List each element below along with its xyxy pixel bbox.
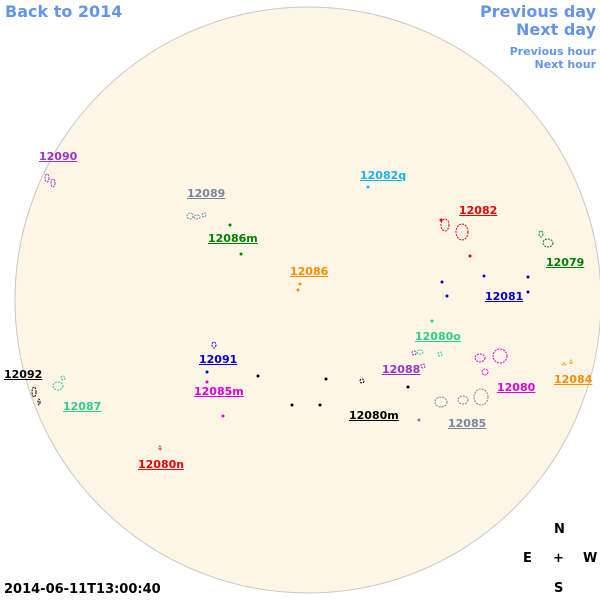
sunspot: [359, 378, 365, 384]
sunspot: [37, 398, 41, 406]
sunspot: [416, 349, 424, 355]
solar-disk: [14, 6, 600, 594]
sunspot: [205, 380, 209, 384]
region-label[interactable]: 12087: [63, 400, 102, 413]
sunspot: [455, 223, 469, 241]
sunspot: [430, 319, 434, 323]
previous-hour-link[interactable]: Previous hour: [509, 45, 596, 58]
sunspot: [569, 359, 573, 365]
sunspot: [221, 414, 225, 418]
region-label[interactable]: 12085: [448, 417, 487, 430]
region-label[interactable]: 12080n: [138, 458, 185, 471]
region-label[interactable]: 12089: [187, 187, 226, 200]
region-label[interactable]: 12080o: [415, 330, 461, 343]
sunspot: [492, 348, 508, 364]
sunspot: [31, 386, 37, 398]
sunspot: [211, 341, 217, 349]
sunspot: [158, 445, 162, 451]
region-label[interactable]: 12082q: [360, 169, 407, 182]
sunspot: [366, 185, 370, 189]
sunspot: [296, 288, 300, 292]
sunspot: [44, 173, 50, 183]
sunspot: [201, 212, 207, 218]
next-day-link[interactable]: Next day: [516, 20, 596, 39]
sunspot: [318, 403, 322, 407]
region-label[interactable]: 12080: [497, 381, 536, 394]
sunspot: [482, 274, 486, 278]
sunspot: [228, 223, 232, 227]
region-label[interactable]: 12085m: [194, 385, 244, 398]
sunspot: [468, 254, 472, 258]
sunspot: [445, 294, 449, 298]
sunspot: [561, 362, 567, 366]
sunspot: [440, 280, 444, 284]
sunspot: [437, 351, 443, 357]
sunspot: [473, 388, 489, 406]
region-label[interactable]: 12079: [546, 256, 585, 269]
region-label[interactable]: 12086: [290, 265, 329, 278]
region-label[interactable]: 12084: [554, 373, 593, 386]
sunspot: [186, 212, 194, 220]
region-label[interactable]: 12091: [199, 353, 238, 366]
timestamp: 2014-06-11T13:00:40: [4, 582, 161, 597]
sunspot: [526, 290, 530, 294]
sunspot: [474, 353, 486, 363]
sunspot: [205, 370, 209, 374]
region-label[interactable]: 12088: [382, 363, 421, 376]
sunspot: [256, 374, 260, 378]
region-label[interactable]: 12082: [459, 204, 498, 217]
sunspot: [526, 275, 530, 279]
sunspot: [290, 403, 294, 407]
sunspot: [440, 218, 450, 232]
sunspot: [193, 214, 201, 220]
region-label[interactable]: 12092: [4, 368, 43, 381]
region-label[interactable]: 12080m: [349, 409, 399, 422]
sunspot: [542, 238, 554, 248]
sunspot: [538, 230, 544, 238]
sunspot: [420, 363, 426, 369]
sunspot: [434, 396, 448, 408]
sunspot: [298, 282, 302, 286]
sunspot: [417, 418, 421, 422]
previous-day-link[interactable]: Previous day: [479, 2, 596, 21]
sunspot: [60, 375, 66, 381]
back-link[interactable]: Back to 2014: [5, 2, 123, 21]
sunspot: [406, 385, 410, 389]
compass-east: E: [523, 551, 532, 566]
sunspot: [411, 350, 417, 356]
compass-south: S: [554, 581, 564, 596]
sunspot: [50, 178, 56, 188]
region-label[interactable]: 12090: [39, 150, 78, 163]
next-hour-link[interactable]: Next hour: [534, 58, 597, 71]
sunspot: [439, 218, 443, 222]
sunspot: [481, 368, 489, 376]
sunspot: [52, 381, 64, 391]
sunspot: [324, 377, 328, 381]
compass-center: +: [553, 551, 564, 566]
region-label[interactable]: 12081: [485, 290, 524, 303]
sunspot: [457, 395, 469, 405]
compass-north: N: [554, 522, 565, 537]
compass-west: W: [583, 551, 598, 566]
sunspot: [239, 252, 243, 256]
region-label[interactable]: 12086m: [208, 232, 258, 245]
